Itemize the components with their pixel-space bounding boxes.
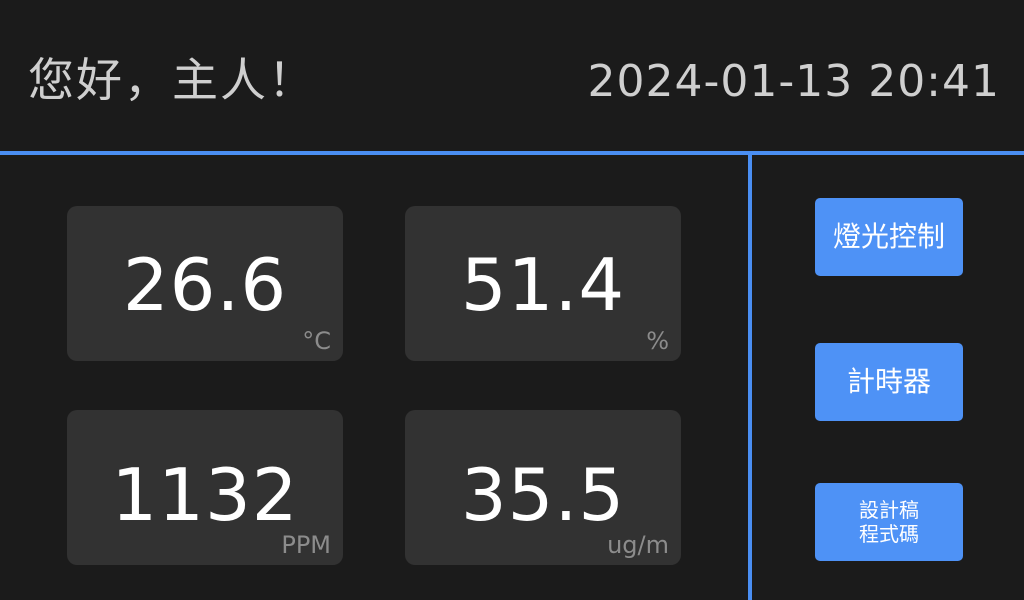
co2-card: 1132 PPM — [67, 410, 343, 565]
humidity-card: 51.4 % — [405, 206, 681, 361]
timer-button[interactable]: 計時器 — [815, 343, 963, 421]
temperature-unit: °C — [302, 327, 331, 355]
timer-label: 計時器 — [846, 365, 931, 398]
pm-value: 35.5 — [460, 453, 626, 537]
greeting-text: 您好，主人！ — [28, 53, 316, 107]
humidity-value: 51.4 — [460, 243, 626, 327]
panel-divider — [748, 155, 752, 600]
co2-unit: PPM — [281, 531, 331, 559]
co2-value: 1132 — [111, 453, 299, 537]
datetime-display: 2024-01-13 20:41 — [587, 56, 1000, 107]
humidity-unit: % — [646, 327, 669, 355]
pm-unit: ug/m — [607, 531, 669, 559]
light-control-button[interactable]: 燈光控制 — [815, 198, 963, 276]
temperature-card: 26.6 °C — [67, 206, 343, 361]
temperature-value: 26.6 — [122, 243, 288, 327]
pm-card: 35.5 ug/m — [405, 410, 681, 565]
light-control-label: 燈光控制 — [832, 220, 945, 253]
design-code-label-line1: 設計稿 — [859, 498, 919, 522]
header-divider — [0, 151, 1024, 155]
design-code-button[interactable]: 設計稿 程式碼 — [815, 483, 963, 561]
design-code-label-line2: 程式碼 — [859, 522, 919, 546]
